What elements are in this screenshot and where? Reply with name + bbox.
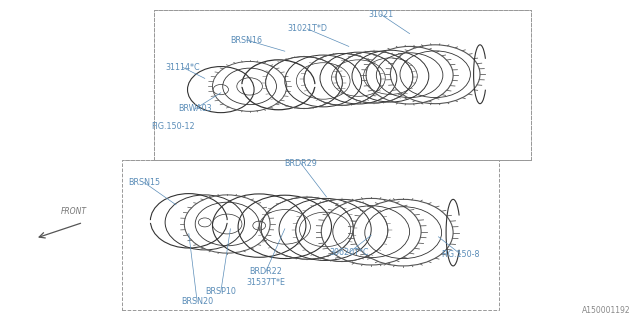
Text: BRSN15: BRSN15 [128, 178, 160, 187]
Text: 31537T*E: 31537T*E [246, 278, 285, 287]
Text: FIG.150-8: FIG.150-8 [442, 250, 480, 259]
Text: FIG.150-12: FIG.150-12 [151, 122, 195, 131]
Text: BRSP10: BRSP10 [205, 287, 236, 296]
Text: 31021: 31021 [368, 10, 394, 19]
Text: 31114*C: 31114*C [165, 63, 200, 72]
Text: FRONT: FRONT [61, 207, 86, 216]
Text: A150001192: A150001192 [582, 306, 630, 315]
Text: 30620T*C: 30620T*C [329, 248, 369, 257]
Text: BRSN20: BRSN20 [181, 297, 213, 306]
Text: BRSN16: BRSN16 [230, 36, 262, 44]
Text: BRDR22: BRDR22 [249, 268, 282, 276]
Text: 31021T*D: 31021T*D [287, 24, 327, 33]
Text: BRWA03: BRWA03 [179, 104, 212, 113]
Text: BRDR29: BRDR29 [284, 159, 317, 168]
